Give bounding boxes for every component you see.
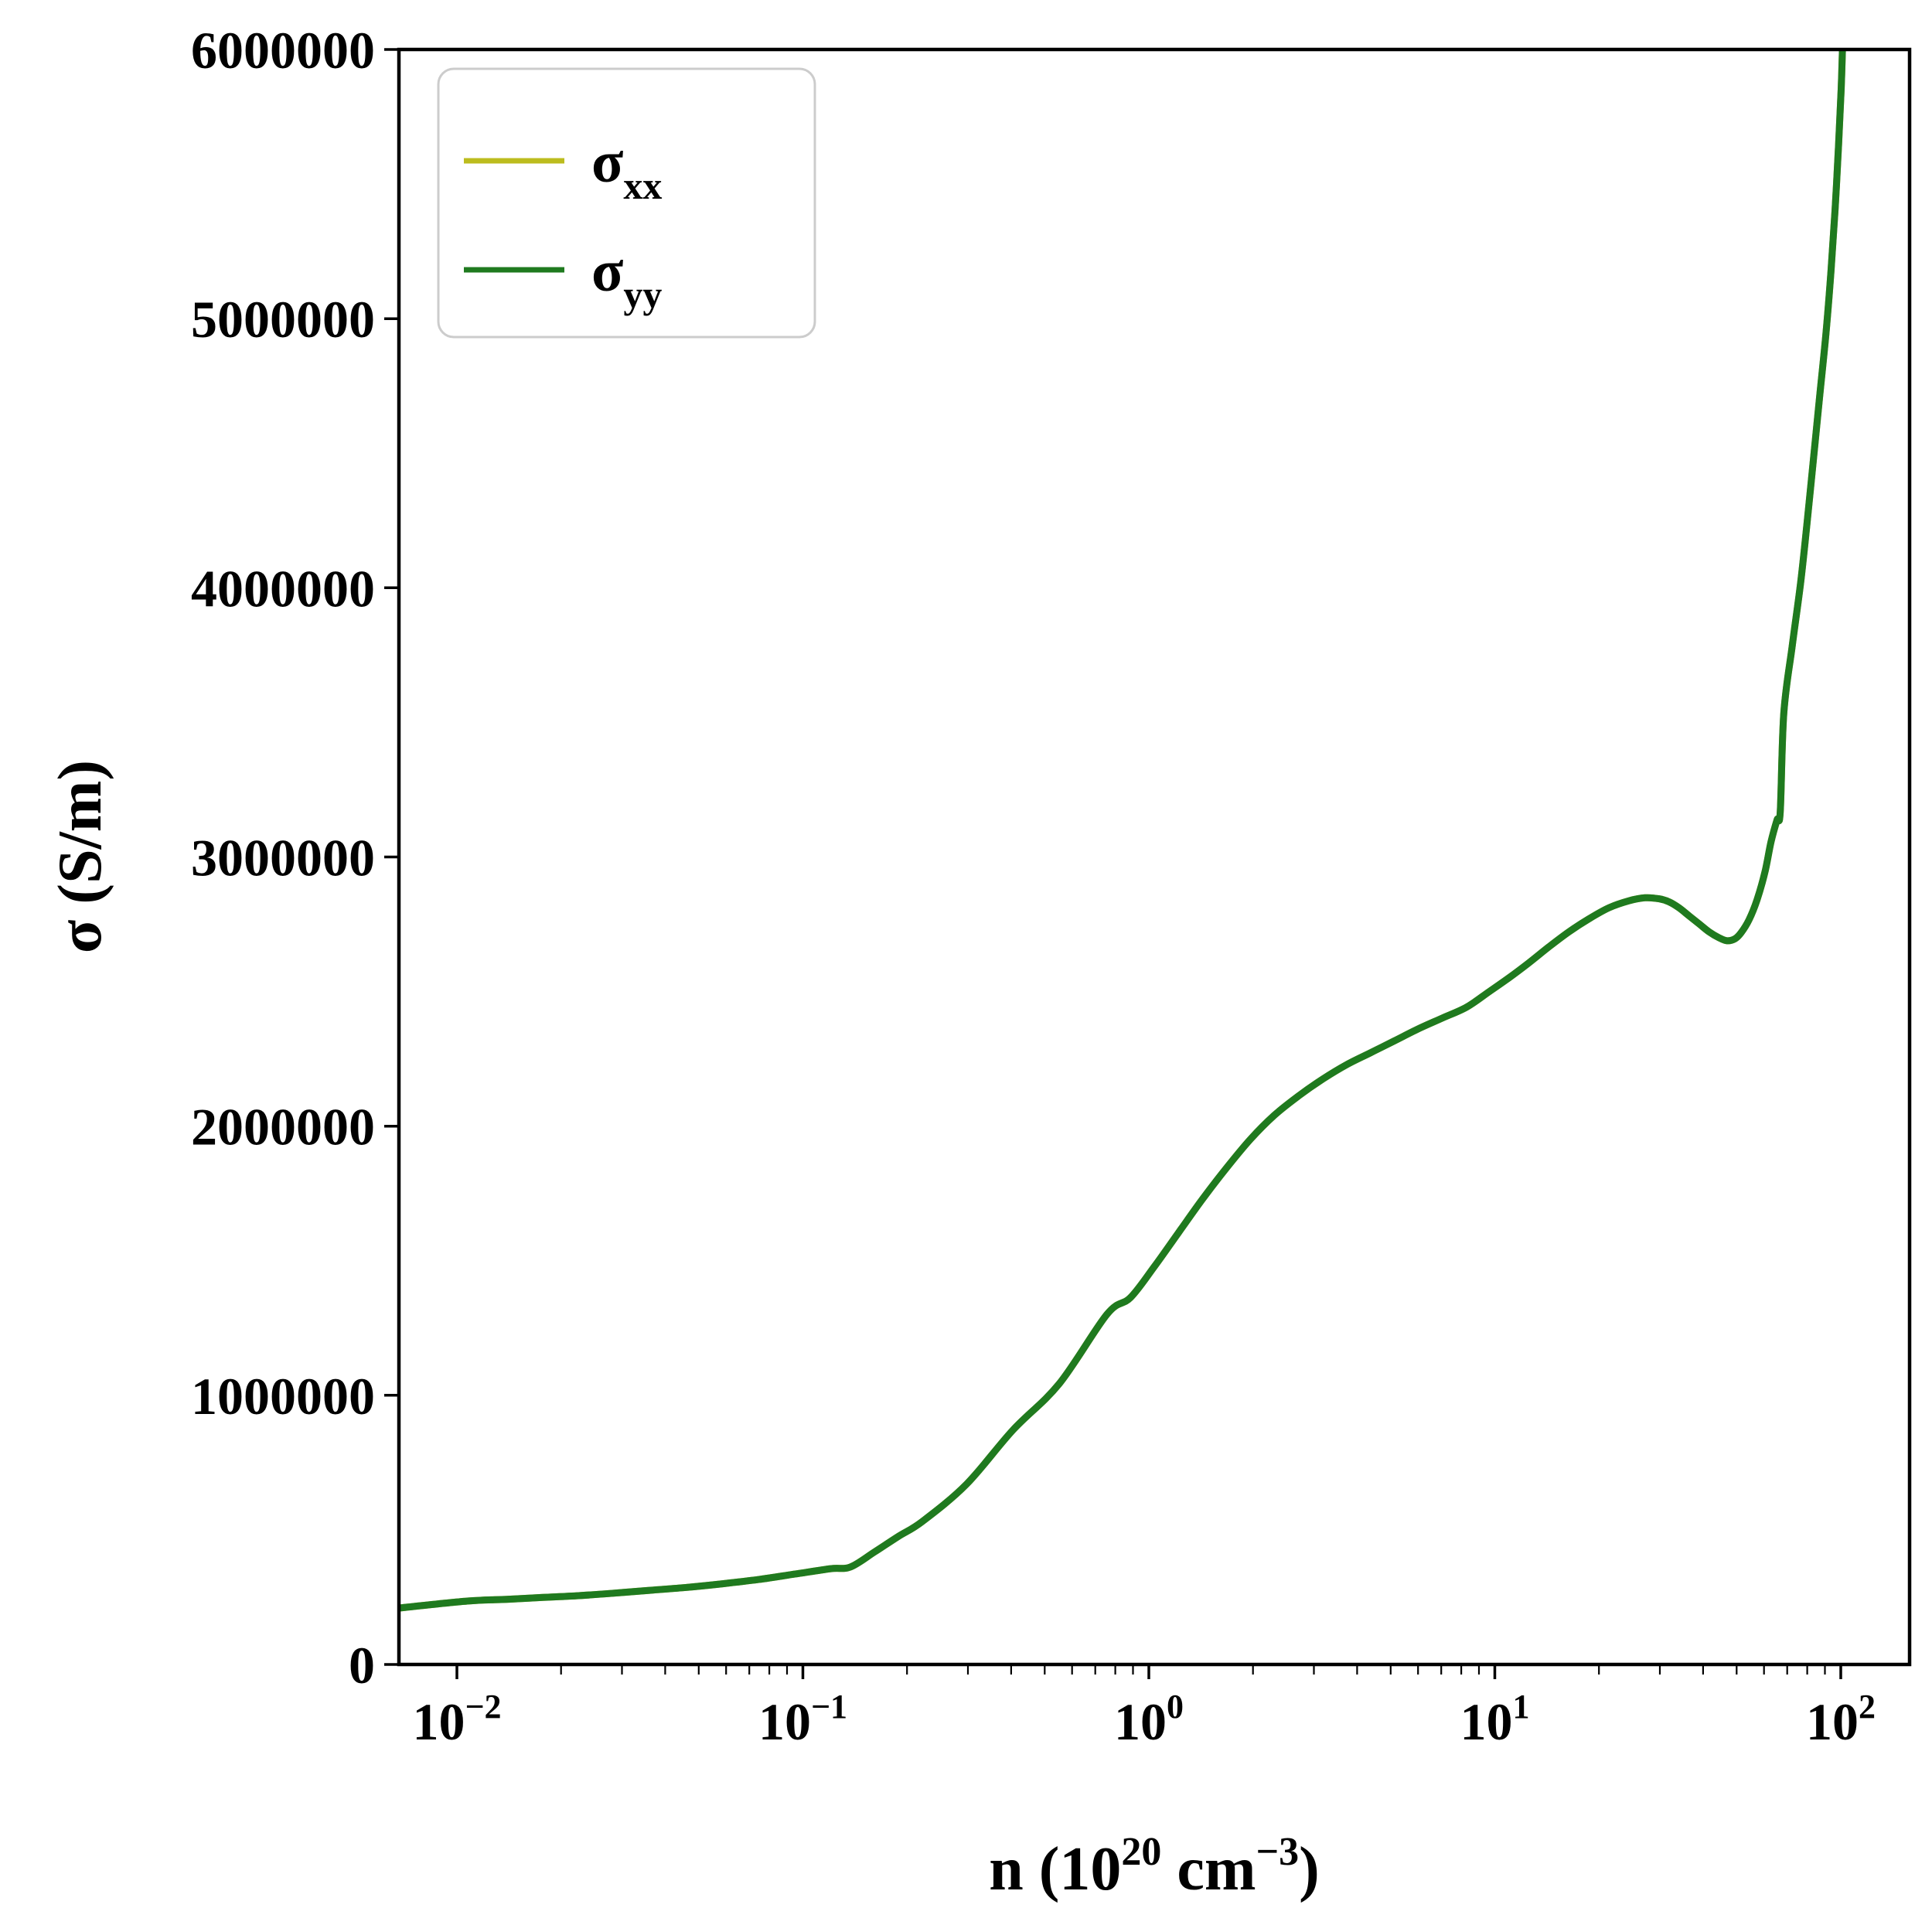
svg-text:3000000: 3000000 bbox=[191, 829, 375, 888]
svg-text:4000000: 4000000 bbox=[191, 559, 375, 618]
svg-text:2000000: 2000000 bbox=[191, 1098, 375, 1157]
svg-text:0: 0 bbox=[349, 1636, 375, 1695]
svg-text:σ (S/m): σ (S/m) bbox=[46, 760, 114, 953]
svg-text:5000000: 5000000 bbox=[191, 290, 375, 349]
svg-text:1000000: 1000000 bbox=[191, 1367, 375, 1426]
svg-text:6000000: 6000000 bbox=[191, 21, 375, 80]
